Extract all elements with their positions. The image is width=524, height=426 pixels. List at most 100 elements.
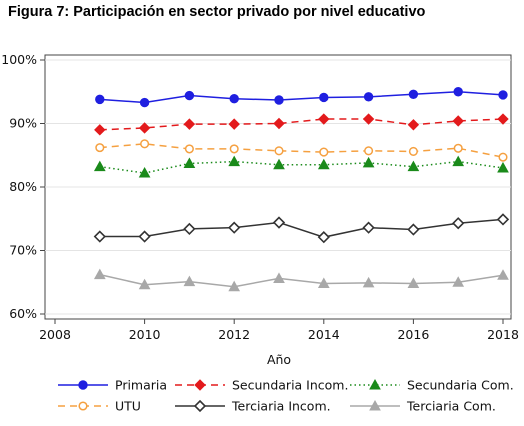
data-point — [138, 230, 151, 243]
data-point — [408, 146, 418, 156]
data-point — [274, 95, 284, 105]
y-tick-label: 90% — [9, 116, 37, 131]
data-point — [363, 92, 374, 102]
data-point — [453, 87, 463, 97]
data-point — [407, 277, 420, 289]
legend-label: Secundaria Com. — [407, 378, 514, 393]
series-5 — [93, 268, 509, 292]
legend-item: Primaria — [58, 378, 167, 393]
data-point — [183, 275, 196, 287]
x-tick-label: 2012 — [218, 327, 250, 342]
data-point — [318, 113, 330, 125]
legend-label: Primaria — [115, 378, 167, 393]
data-point — [498, 90, 508, 100]
data-point — [273, 117, 285, 130]
x-tick-label: 2016 — [397, 327, 429, 342]
y-tick-label: 80% — [9, 179, 37, 194]
data-point — [319, 147, 329, 157]
x-axis: 2008 2010 2012 2014 2016 2018 — [39, 319, 519, 342]
legend-label: Secundaria Incom. — [232, 378, 348, 393]
series-line — [99, 218, 504, 238]
data-point — [274, 146, 284, 156]
data-point — [228, 118, 240, 130]
series-line — [99, 160, 504, 174]
data-point — [272, 216, 286, 229]
data-point — [498, 152, 508, 162]
y-tick-label: 70% — [9, 243, 37, 258]
data-point — [452, 115, 464, 127]
legend-marker — [369, 378, 381, 390]
series-3 — [95, 139, 508, 162]
data-point — [407, 119, 420, 131]
data-point — [183, 157, 196, 169]
data-point — [228, 155, 241, 167]
series-2 — [93, 155, 509, 178]
data-point — [317, 277, 330, 289]
figure-title: Figura 7: Participación en sector privad… — [8, 4, 426, 20]
data-point — [408, 89, 419, 99]
data-point — [228, 280, 241, 292]
data-point — [362, 221, 375, 234]
data-point — [228, 221, 241, 234]
data-point — [229, 144, 239, 154]
data-point — [362, 113, 375, 125]
x-axis-label: Año — [267, 352, 291, 367]
legend-marker — [78, 380, 88, 390]
data-point — [183, 222, 196, 236]
series-line — [99, 90, 504, 104]
data-point — [452, 276, 465, 287]
x-tick-label: 2010 — [129, 327, 161, 342]
data-point — [93, 230, 106, 243]
gridlines — [45, 59, 511, 315]
series-line — [99, 273, 504, 288]
series-group — [93, 87, 510, 292]
data-point — [497, 161, 509, 173]
data-point — [317, 231, 330, 244]
legend-item: Terciaria Com. — [350, 399, 496, 414]
data-point — [273, 272, 285, 283]
data-point — [319, 92, 329, 103]
legend-item: UTU — [58, 399, 141, 414]
data-point — [183, 118, 196, 130]
data-point — [138, 167, 151, 178]
data-point — [497, 113, 509, 125]
data-point — [138, 122, 151, 134]
legend-label: Terciaria Com. — [406, 399, 496, 414]
legend-marker — [78, 401, 88, 411]
data-point — [362, 276, 375, 288]
data-point — [184, 144, 194, 154]
legend-item: Terciaria Incom. — [175, 399, 331, 414]
data-point — [496, 213, 510, 226]
legend-item: Secundaria Com. — [350, 378, 514, 393]
legend-item: Secundaria Incom. — [175, 378, 348, 393]
legend-marker — [369, 399, 381, 411]
legend-marker — [193, 399, 207, 413]
y-tick-label: 100% — [1, 52, 37, 67]
data-point — [140, 139, 150, 149]
data-point — [184, 90, 195, 101]
data-point — [497, 269, 509, 280]
series-0 — [95, 87, 508, 108]
y-tick-label: 60% — [9, 306, 37, 321]
series-1 — [94, 113, 509, 136]
data-point — [452, 217, 465, 230]
data-point — [407, 223, 420, 236]
x-tick-label: 2014 — [308, 327, 340, 342]
data-point — [93, 268, 106, 280]
data-point — [364, 146, 374, 156]
series-line — [99, 143, 504, 158]
data-point — [139, 97, 150, 108]
x-tick-label: 2018 — [487, 327, 519, 342]
legend-label: UTU — [115, 399, 141, 414]
data-point — [407, 160, 420, 172]
data-point — [453, 143, 463, 153]
data-point — [362, 156, 375, 168]
data-point — [273, 158, 285, 170]
data-point — [95, 94, 105, 105]
data-point — [95, 143, 105, 153]
legend-marker — [194, 379, 206, 391]
legend: Primaria Secundaria Incom. Secundaria Com.… — [58, 378, 514, 414]
series-4 — [93, 213, 510, 244]
series-line — [99, 118, 504, 131]
